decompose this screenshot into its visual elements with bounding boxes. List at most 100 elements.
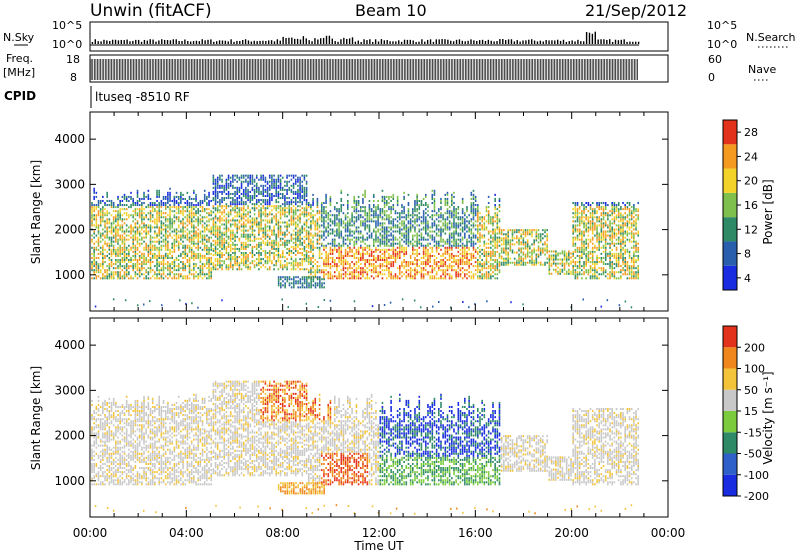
echo-cell [164, 256, 167, 259]
echo-cell [355, 263, 358, 266]
echo-cell [141, 252, 143, 255]
echo-cell [414, 275, 416, 278]
echo-cell [199, 258, 202, 262]
echo-cell [216, 231, 219, 234]
echo-cell [316, 220, 319, 223]
echo-cell [123, 256, 126, 259]
echo-cell [312, 202, 314, 205]
echo-cell [132, 234, 134, 237]
echo-cell [132, 226, 134, 229]
echo-cell [234, 249, 236, 252]
echo-cell [379, 228, 382, 231]
echo-cell [266, 262, 269, 265]
echo-cell [251, 229, 254, 232]
echo-cell [123, 242, 126, 245]
echo-cell [258, 229, 260, 232]
echo-cell [186, 252, 189, 255]
echo-cell [279, 209, 282, 212]
echo-cell [390, 210, 392, 213]
echo-cell [409, 277, 412, 280]
echo-cell [234, 233, 236, 236]
echo-cell [431, 193, 434, 196]
echo-cell [271, 205, 273, 208]
echo-cell [225, 245, 228, 248]
echo-cell [271, 176, 273, 179]
echo-cell [156, 216, 158, 219]
echo-cell [130, 248, 132, 251]
echo-cell [186, 246, 189, 249]
echo-cell [349, 228, 351, 231]
echo-cell [143, 216, 145, 219]
echo-cell [260, 190, 262, 193]
echo-cell [290, 203, 293, 206]
echo-cell [180, 199, 182, 203]
echo-cell [310, 222, 312, 225]
echo-cell [446, 197, 449, 200]
echo-cell [297, 192, 299, 195]
echo-cell [136, 191, 139, 194]
echo-cell [301, 264, 304, 267]
echo-cell [258, 190, 260, 193]
echo-cell [219, 241, 221, 244]
echo-cell [396, 220, 399, 223]
echo-cell [268, 241, 271, 244]
echo-cell [117, 250, 119, 253]
echo-cell [405, 265, 408, 268]
echo-cell [180, 191, 182, 194]
echo-cell [193, 254, 195, 257]
echo-cell [442, 238, 444, 241]
echo-cell [336, 232, 338, 235]
echo-cell [288, 174, 291, 177]
echo-cell [134, 246, 137, 249]
echo-cell [359, 220, 362, 223]
echo-cell [286, 174, 288, 177]
echo-cell [398, 267, 401, 270]
echo-cell [97, 248, 100, 251]
echo-cell [438, 216, 440, 219]
echo-cell [104, 204, 106, 207]
echo-cell [173, 275, 176, 278]
echo-cell [364, 265, 366, 268]
echo-cell [277, 251, 280, 255]
echo-cell [431, 275, 434, 278]
echo-cell [91, 212, 93, 215]
echo-cell [125, 197, 128, 200]
echo-cell [407, 238, 410, 241]
echo-cell [147, 232, 150, 235]
echo-cell [398, 240, 401, 243]
echo-cell [255, 203, 258, 206]
echo-cell [253, 217, 256, 220]
echo-cell [294, 221, 297, 224]
echo-cell [260, 221, 262, 224]
echo-cell [232, 203, 234, 206]
echo-cell [221, 260, 223, 263]
echo-cell [364, 193, 366, 196]
echo-cell [169, 250, 171, 253]
echo-cell [372, 238, 375, 241]
echo-cell [377, 222, 379, 225]
echo-cell [446, 204, 449, 207]
echo-cell [301, 207, 304, 210]
echo-cell [338, 214, 340, 217]
echo-cell [355, 277, 358, 280]
echo-cell [210, 244, 213, 247]
echo-cell [249, 178, 252, 181]
echo-cell [344, 228, 347, 231]
echo-cell [277, 192, 280, 195]
echo-cell [154, 252, 156, 255]
echo-cell [277, 186, 280, 189]
echo-cell [353, 275, 356, 278]
echo-cell [245, 203, 247, 206]
echo-cell [167, 197, 169, 200]
echo-cell [318, 230, 321, 233]
echo-cell [355, 271, 358, 274]
echo-cell [119, 216, 121, 219]
echo-cell [219, 225, 221, 228]
echo-cell [329, 277, 332, 280]
echo-cell [359, 206, 362, 209]
echo-cell [344, 242, 347, 245]
echo-cell [219, 239, 221, 242]
echo-cell [214, 249, 217, 252]
echo-cell [275, 243, 278, 246]
